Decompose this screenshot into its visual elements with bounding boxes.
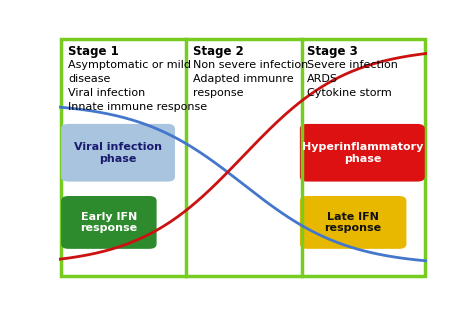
Text: Non severe infection: Non severe infection (193, 60, 309, 70)
Text: Asymptomatic or mild: Asymptomatic or mild (68, 60, 191, 70)
FancyBboxPatch shape (61, 124, 175, 182)
FancyBboxPatch shape (61, 196, 156, 249)
Text: Early IFN
response: Early IFN response (80, 212, 137, 233)
Text: Cytokine storm: Cytokine storm (307, 88, 392, 98)
Text: Severe infection: Severe infection (307, 60, 398, 70)
Text: Hyperinflammatory
phase: Hyperinflammatory phase (301, 142, 423, 163)
Text: Stage 2: Stage 2 (193, 45, 244, 58)
Text: disease: disease (68, 74, 111, 84)
Text: Adapted immunre: Adapted immunre (193, 74, 294, 84)
Text: Stage 1: Stage 1 (68, 45, 119, 58)
FancyBboxPatch shape (300, 196, 406, 249)
Text: ARDS: ARDS (307, 74, 338, 84)
Text: Stage 3: Stage 3 (307, 45, 358, 58)
Text: Innate immune response: Innate immune response (68, 102, 208, 112)
Text: Viral infection: Viral infection (68, 88, 146, 98)
FancyBboxPatch shape (300, 124, 425, 182)
Text: response: response (193, 88, 244, 98)
Text: Viral infection
phase: Viral infection phase (74, 142, 162, 163)
Text: Late IFN
response: Late IFN response (325, 212, 382, 233)
